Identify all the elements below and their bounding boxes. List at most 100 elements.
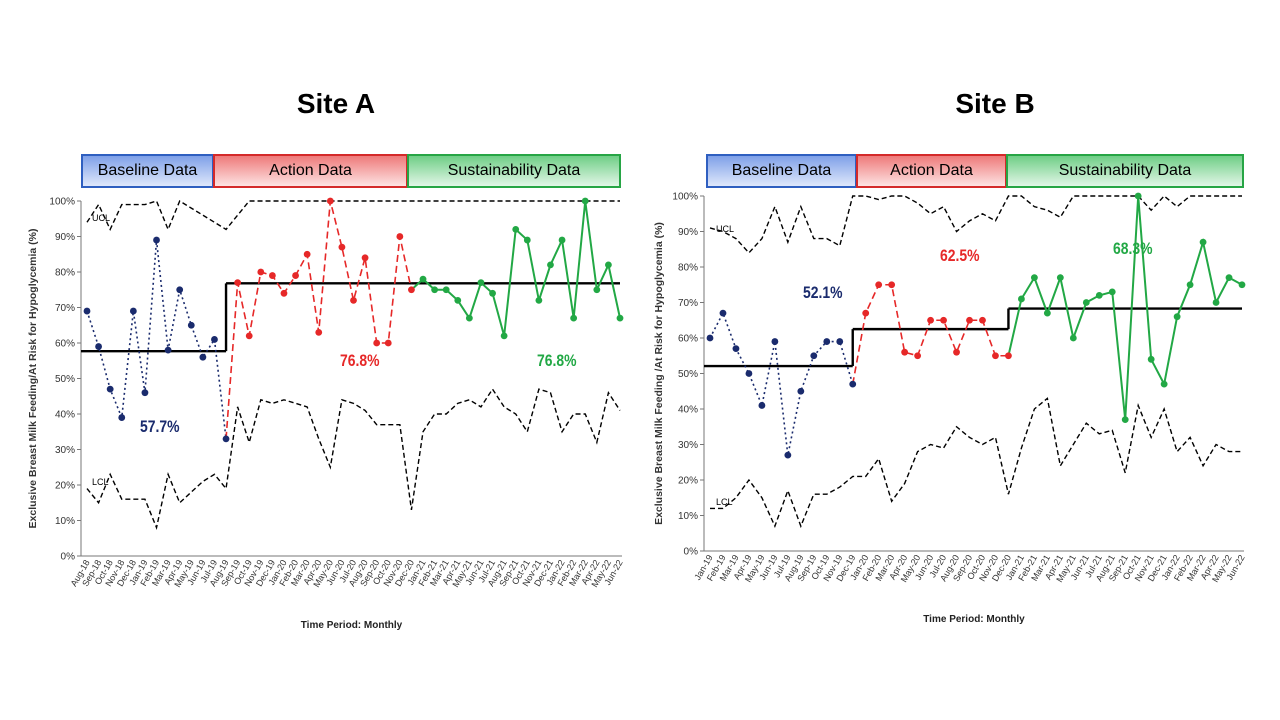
data-point bbox=[758, 402, 766, 409]
data-point bbox=[408, 286, 415, 294]
data-point bbox=[1212, 299, 1220, 306]
lcl-label: LCL bbox=[716, 497, 733, 507]
data-point bbox=[465, 314, 473, 322]
y-tick-label: 40% bbox=[55, 410, 75, 421]
data-point bbox=[823, 338, 831, 345]
data-point bbox=[849, 380, 857, 388]
y-tick-label: 60% bbox=[678, 334, 698, 345]
data-point bbox=[862, 309, 870, 317]
data-point bbox=[338, 243, 346, 251]
series-line-baseline bbox=[709, 311, 854, 456]
y-tick-label: 80% bbox=[678, 263, 698, 274]
y-tick-label: 0% bbox=[61, 552, 76, 563]
data-point bbox=[280, 289, 288, 297]
data-point bbox=[361, 254, 369, 262]
data-point bbox=[745, 370, 753, 377]
data-point bbox=[979, 316, 986, 324]
ucl-line bbox=[86, 199, 620, 232]
data-point bbox=[512, 226, 520, 233]
site-b-phase-sustainability: Sustainability Data bbox=[1006, 154, 1244, 188]
y-tick-label: 30% bbox=[55, 445, 75, 456]
ucl-label: UCL bbox=[92, 213, 110, 223]
data-point bbox=[292, 272, 299, 279]
data-point bbox=[719, 309, 727, 317]
data-point bbox=[535, 297, 543, 304]
data-point bbox=[797, 387, 805, 395]
data-point bbox=[326, 197, 334, 205]
data-point bbox=[523, 236, 531, 244]
mean-label-2: 68.3% bbox=[1113, 240, 1153, 259]
y-tick-label: 60% bbox=[55, 339, 75, 350]
y-tick-label: 20% bbox=[678, 476, 698, 487]
data-point bbox=[1147, 355, 1155, 363]
y-tick-label: 50% bbox=[55, 374, 75, 385]
data-point bbox=[141, 389, 149, 397]
y-axis-label: Exclusive Breast Milk Feeding/At Risk fo… bbox=[27, 229, 39, 529]
data-point bbox=[581, 197, 589, 205]
data-point bbox=[1043, 309, 1051, 317]
series-line-action bbox=[225, 200, 413, 439]
data-point bbox=[547, 261, 554, 269]
site-b-phase-action: Action Data bbox=[856, 154, 1007, 188]
data-point bbox=[1069, 334, 1077, 342]
data-point bbox=[1030, 274, 1038, 282]
y-tick-label: 100% bbox=[49, 197, 75, 208]
data-point bbox=[927, 316, 934, 324]
data-point bbox=[95, 343, 102, 350]
site-b-title: Site B bbox=[955, 88, 1035, 119]
data-point bbox=[901, 348, 909, 356]
y-tick-label: 70% bbox=[678, 298, 698, 309]
data-point bbox=[1095, 292, 1103, 299]
mean-label-1: 76.8% bbox=[340, 352, 380, 371]
site-a-phase-action: Action Data bbox=[213, 154, 408, 188]
data-point bbox=[454, 297, 462, 304]
data-point bbox=[605, 261, 612, 269]
data-point bbox=[810, 352, 818, 360]
series-line-baseline bbox=[86, 239, 227, 439]
ucl-line bbox=[709, 195, 1242, 254]
data-point bbox=[570, 314, 578, 322]
series-line-action bbox=[851, 283, 1009, 385]
series-line-sustainability bbox=[410, 200, 621, 337]
data-point bbox=[199, 353, 207, 361]
data-point bbox=[442, 286, 450, 294]
data-point bbox=[771, 338, 779, 345]
data-point bbox=[477, 279, 485, 287]
data-point bbox=[1056, 274, 1064, 282]
data-point bbox=[234, 279, 242, 287]
data-point bbox=[1160, 380, 1168, 388]
data-point bbox=[888, 281, 896, 289]
y-tick-label: 100% bbox=[672, 192, 698, 203]
data-point bbox=[616, 314, 624, 322]
data-point bbox=[1238, 281, 1246, 289]
data-point bbox=[384, 339, 392, 347]
lcl-line bbox=[86, 387, 621, 530]
data-point bbox=[1082, 299, 1090, 306]
data-point bbox=[222, 435, 230, 443]
data-point bbox=[106, 385, 114, 393]
y-tick-label: 40% bbox=[678, 405, 698, 416]
data-point bbox=[1186, 281, 1194, 289]
data-point bbox=[992, 352, 999, 360]
data-point bbox=[187, 321, 195, 329]
mean-label-0: 57.7% bbox=[140, 418, 180, 437]
mean-label-1: 62.5% bbox=[940, 247, 980, 266]
y-tick-label: 20% bbox=[55, 481, 75, 492]
data-point bbox=[784, 451, 792, 459]
data-point bbox=[489, 289, 496, 297]
y-axis-label: Exclusive Breast Milk Feeding /At Risk f… bbox=[653, 222, 665, 525]
data-point bbox=[431, 286, 439, 294]
data-point bbox=[1199, 238, 1207, 246]
data-point bbox=[257, 268, 265, 276]
data-point bbox=[153, 236, 160, 244]
data-point bbox=[914, 352, 922, 360]
site-a-title: Site A bbox=[296, 88, 376, 119]
data-point bbox=[315, 328, 323, 336]
data-point bbox=[706, 334, 714, 342]
data-point bbox=[350, 297, 357, 304]
x-axis-label: Time Period: Monthly bbox=[301, 620, 403, 631]
data-point bbox=[118, 414, 126, 421]
lcl-line bbox=[710, 397, 1242, 529]
data-point bbox=[1108, 288, 1116, 296]
